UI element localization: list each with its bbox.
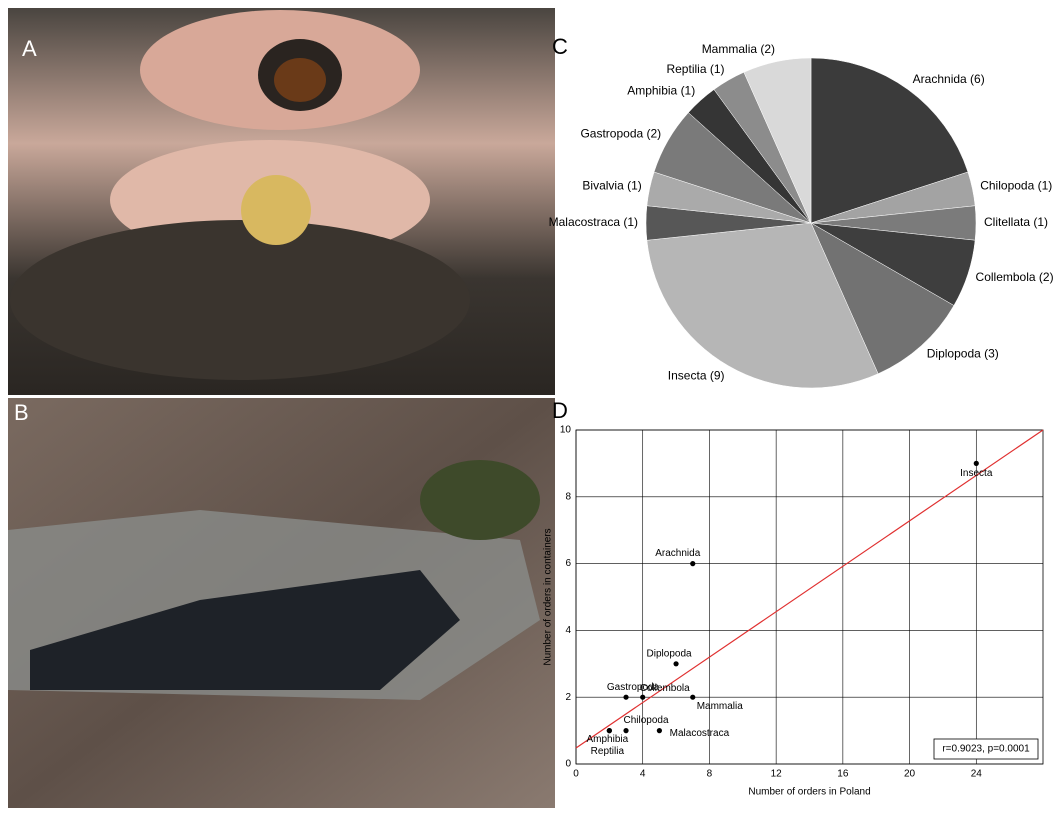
point [607,728,612,733]
y-tick-label: 6 [565,558,571,569]
page: A B C D Arachnida (6) Chilopoda (1) Clitel… [0,0,1064,813]
point [690,561,695,566]
x-tick-label: 4 [640,769,646,780]
point [690,695,695,700]
point-label: Arachnida [655,548,700,559]
point [623,695,628,700]
bottle-mouth [274,58,326,102]
slice-label: Malacostraca (1) [549,215,638,229]
point-label: Collembola [640,683,690,694]
plot-frame [576,430,1043,764]
point [657,728,662,733]
x-axis-label: Number of orders in Poland [748,787,870,798]
point-label: Mammalia [697,701,744,712]
panel-label: D [552,398,568,423]
slice-label: Collembola (2) [976,270,1054,284]
point [640,695,645,700]
y-axis-label: Number of orders in containers [543,528,554,665]
y-tick-label: 4 [565,625,571,636]
point-label: Chilopoda [624,715,669,726]
point-label: Insecta [960,468,993,479]
point [974,461,979,466]
point [673,661,678,666]
slice-label: Bivalvia (1) [582,178,641,192]
slice-label: Mammalia (2) [702,42,775,56]
y-tick-label: 2 [565,692,571,703]
figure: A B C D Arachnida (6) Chilopoda (1) Clitel… [0,0,1064,808]
x-tick-label: 0 [573,769,579,780]
slice-label: Reptilia (1) [666,62,724,76]
slice-label: Chilopoda (1) [980,178,1052,192]
panel-label: A [22,36,37,61]
point-label: Malacostraca [670,728,730,739]
soil [10,220,470,380]
slice-label: Gastropoda (2) [580,127,661,141]
x-tick-label: 16 [837,769,849,780]
annotation: r=0.9023, p=0.0001 [942,744,1030,755]
point-label: Reptilia [591,746,625,757]
x-tick-label: 20 [904,769,916,780]
y-tick-label: 0 [565,759,571,770]
x-tick-label: 24 [971,769,983,780]
slice-label: Arachnida (6) [913,72,985,86]
snail-shell [241,175,311,245]
slice-label: Diplopoda (3) [927,347,999,361]
point [623,728,628,733]
x-tick-label: 12 [771,769,783,780]
x-tick-label: 8 [707,769,713,780]
point-label: Amphibia [587,734,629,745]
slice-label: Clitellata (1) [984,215,1048,229]
glove [420,460,540,540]
slice-label: Insecta (9) [668,368,725,382]
panel-label: C [552,34,568,59]
panel-label: B [14,400,29,425]
slice-label: Amphibia (1) [627,84,695,98]
y-tick-label: 8 [565,491,571,502]
y-tick-label: 10 [560,425,572,436]
point-label: Diplopoda [647,648,692,659]
